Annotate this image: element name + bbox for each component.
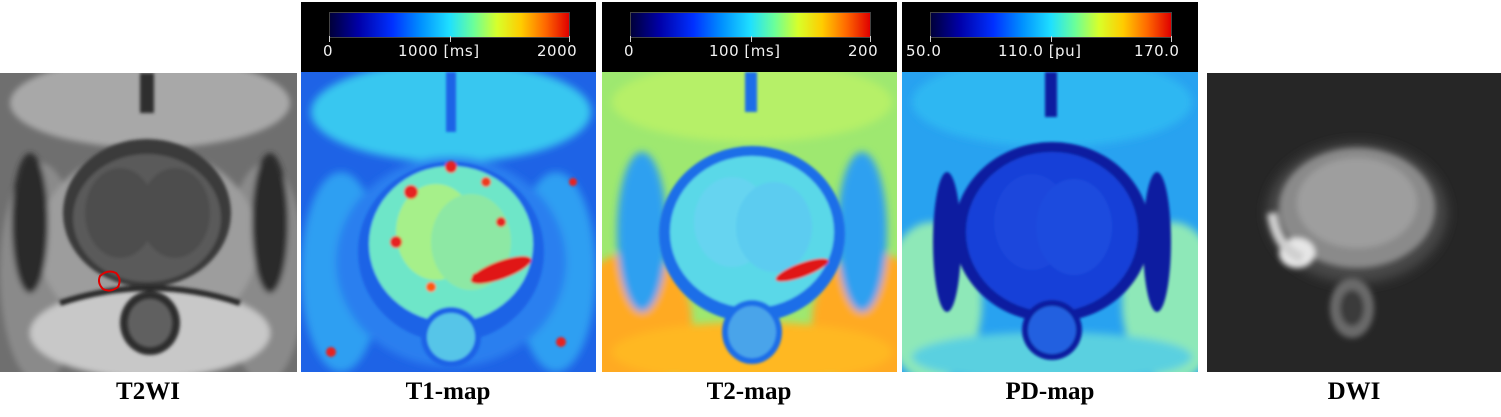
t1-colorbar-mid: 1000 [ms] xyxy=(398,42,480,60)
pd-colorbar-max: 170.0 xyxy=(1134,42,1180,60)
caption-t1-map: T1-map xyxy=(405,378,491,405)
t2-colorbar-gradient xyxy=(630,12,871,38)
pd-map-image xyxy=(902,72,1198,372)
t1-map-image xyxy=(301,72,596,372)
caption-pd-map: PD-map xyxy=(1005,378,1095,405)
t2-map-image xyxy=(602,72,897,372)
pd-colorbar: 50.0 110.0 [pu] 170.0 xyxy=(902,2,1198,72)
caption-dwi: DWI xyxy=(1327,378,1381,405)
t2-colorbar-min: 0 xyxy=(624,42,635,60)
t2wi-image xyxy=(0,73,297,372)
dwi-image xyxy=(1207,73,1501,372)
t1-colorbar-max: 2000 xyxy=(537,42,578,60)
t1-colorbar-min: 0 xyxy=(323,42,334,60)
t1-colorbar: 0 1000 [ms] 2000 xyxy=(301,2,596,72)
t1-colorbar-gradient xyxy=(329,12,570,38)
pd-colorbar-min: 50.0 xyxy=(906,42,942,60)
lesion-outline xyxy=(98,270,121,292)
caption-t2wi: T2WI xyxy=(116,378,180,405)
pd-colorbar-gradient xyxy=(930,12,1172,38)
t2-colorbar-max: 200 xyxy=(848,42,879,60)
t2-colorbar-mid: 100 [ms] xyxy=(709,42,781,60)
t2-colorbar: 0 100 [ms] 200 xyxy=(602,2,897,72)
pd-colorbar-mid: 110.0 [pu] xyxy=(998,42,1082,60)
caption-t2-map: T2-map xyxy=(706,378,792,405)
